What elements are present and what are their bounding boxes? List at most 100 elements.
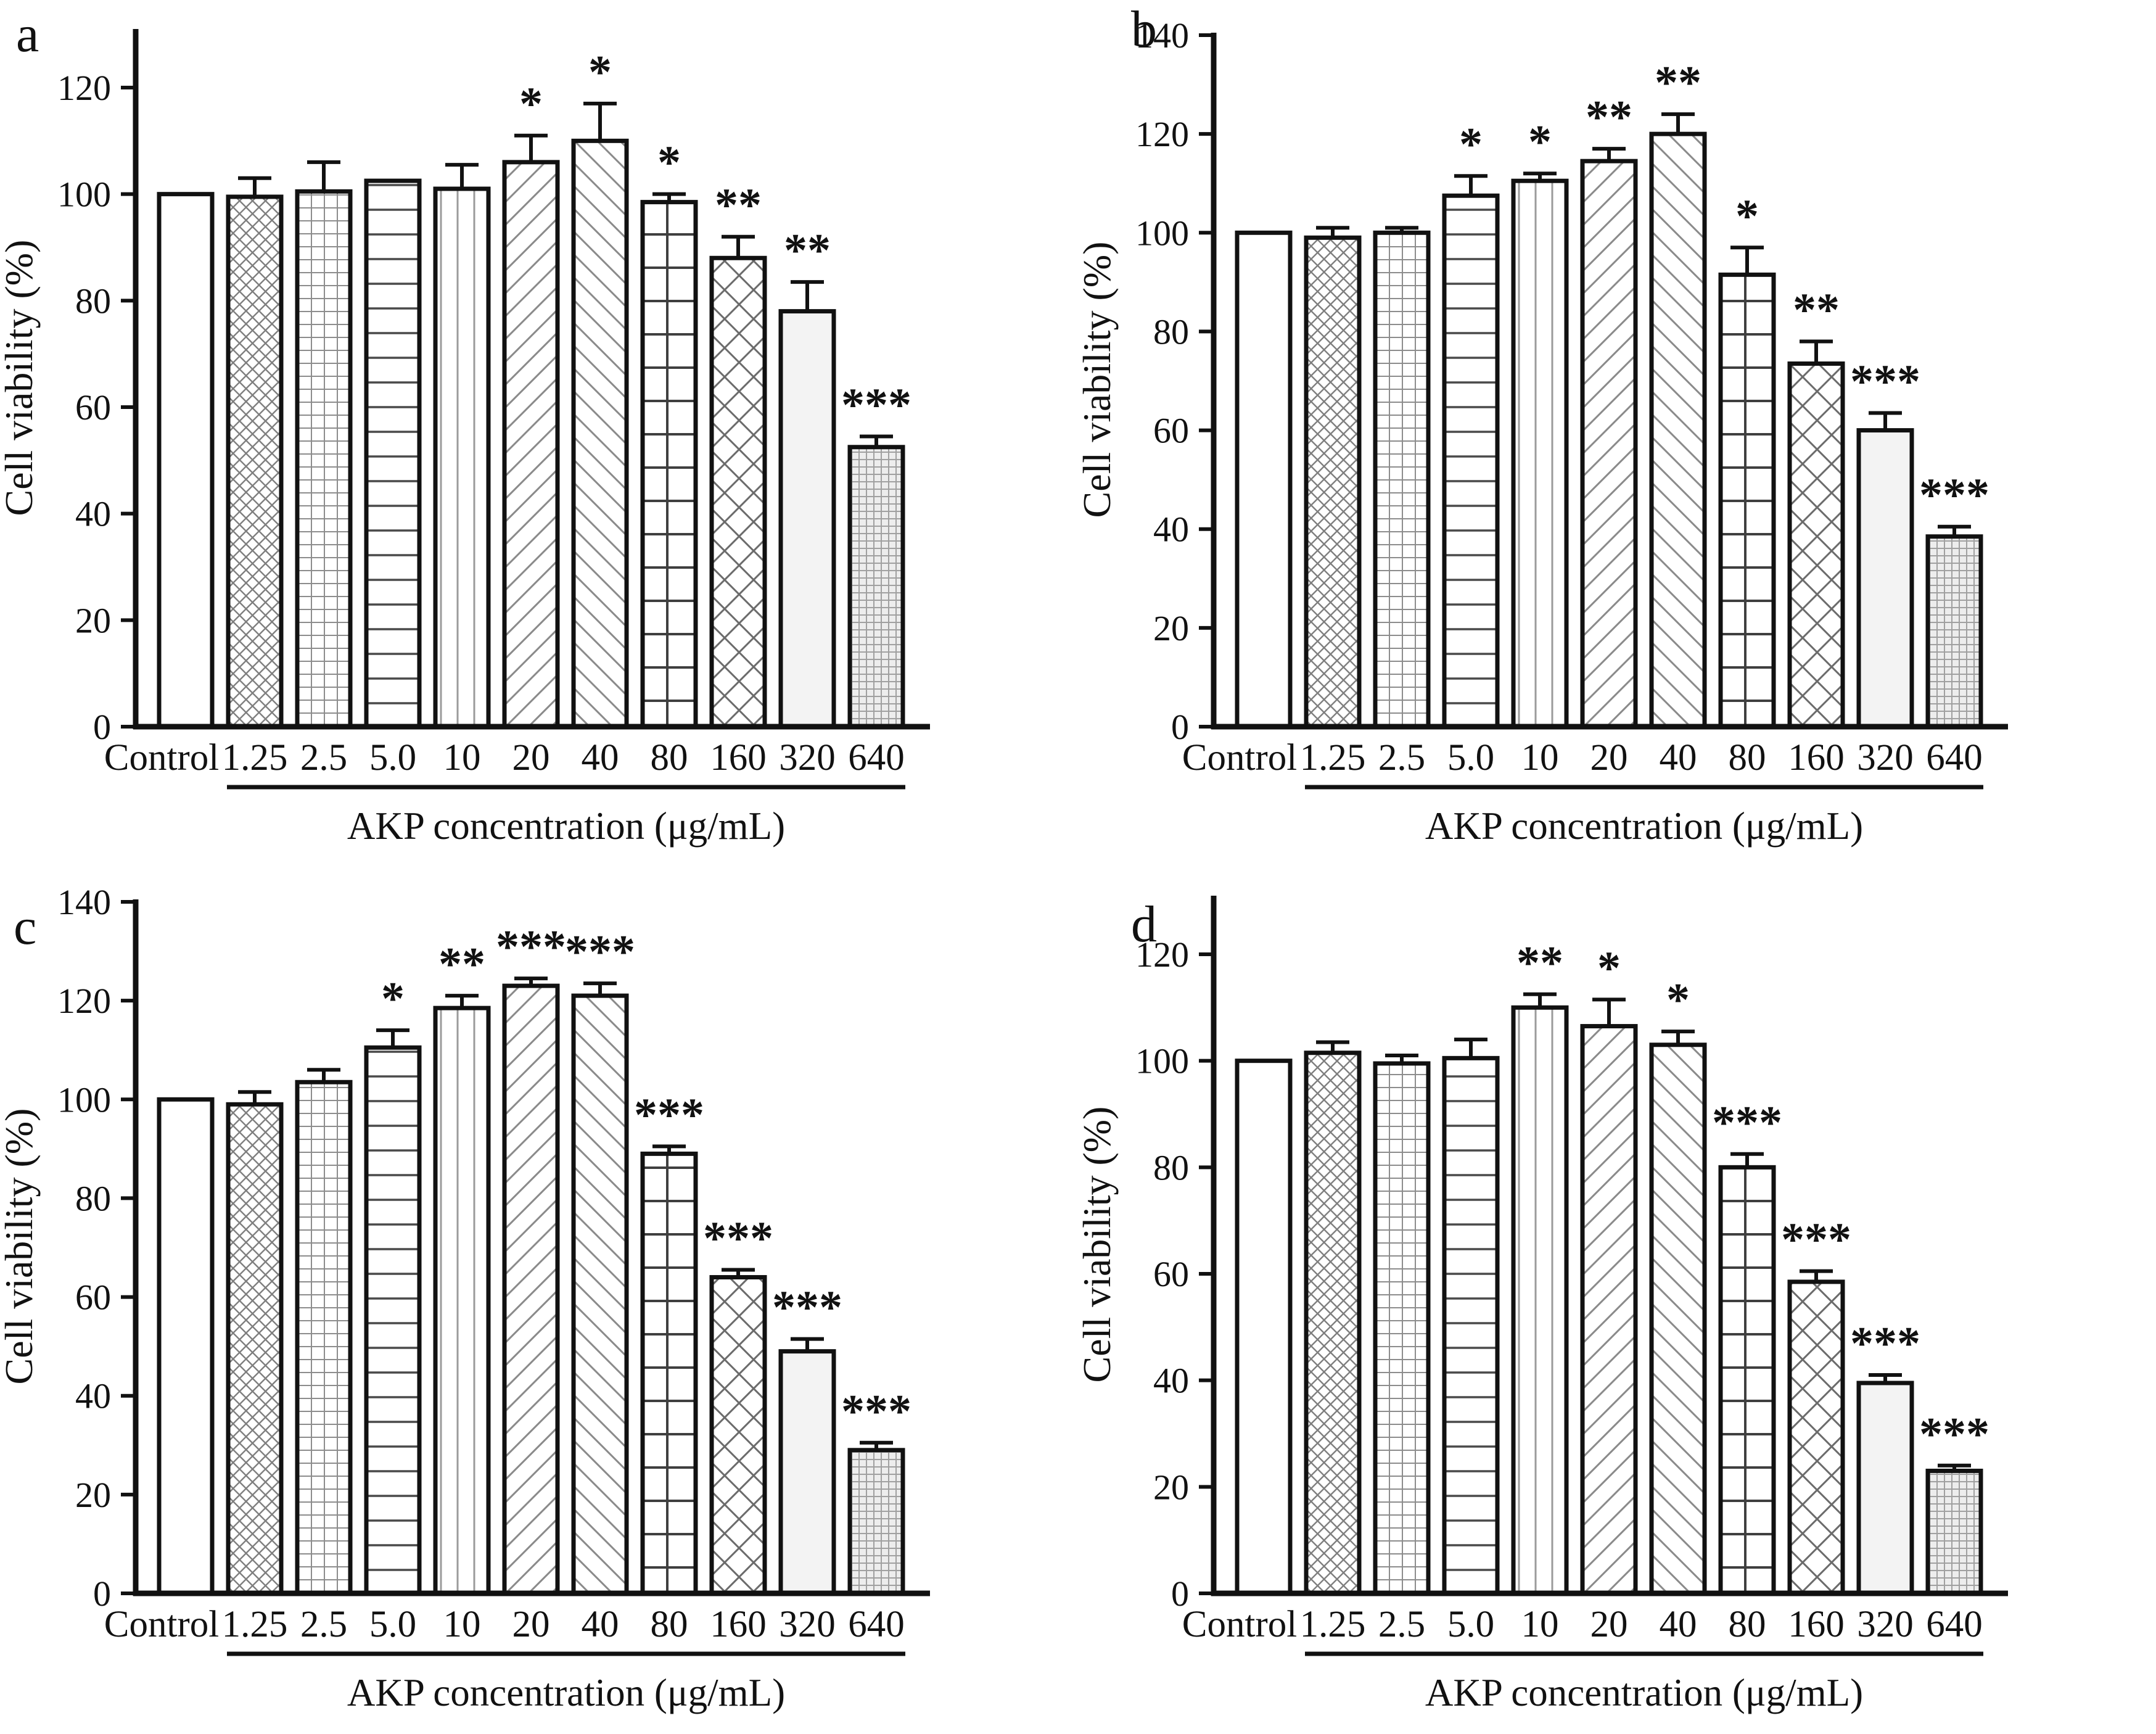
x-label-40: 40 — [582, 737, 619, 778]
x-label-10: 10 — [1521, 737, 1559, 778]
significance-640: *** — [841, 1385, 911, 1437]
x-label-40: 40 — [1660, 1604, 1697, 1645]
bar-80 — [1718, 272, 1776, 729]
x-label-320: 320 — [779, 1604, 836, 1645]
y-tick-label-60: 60 — [75, 387, 111, 427]
panel-d: d ** * * *** *** *** *** 0 20 40 60 80 100 120 Control… — [1078, 867, 2156, 1733]
significance-640: *** — [841, 379, 911, 431]
panel-letter-a: a — [16, 6, 39, 63]
bar-10 — [1511, 178, 1569, 729]
bar-5.0 — [1442, 193, 1500, 729]
y-tick-label-20: 20 — [1153, 1467, 1189, 1507]
significance-320: ** — [784, 225, 831, 276]
bar-20 — [1580, 159, 1638, 729]
significance-20: ** — [1586, 91, 1632, 143]
significance-10: * — [1528, 116, 1552, 168]
y-axis-title: Cell viability (%) — [1078, 242, 1119, 518]
bar-Control — [157, 192, 215, 729]
x-label-10: 10 — [443, 737, 481, 778]
x-label-2.5: 2.5 — [300, 1604, 347, 1645]
y-tick-label-100: 100 — [1135, 1041, 1189, 1081]
y-tick-label-20: 20 — [1153, 608, 1189, 648]
y-tick-label-120: 120 — [1135, 935, 1189, 975]
x-label-20: 20 — [512, 737, 550, 778]
significance-5.0: * — [1459, 118, 1483, 170]
bar-160 — [709, 255, 767, 729]
x-label-Control: Control — [104, 737, 219, 778]
x-label-20: 20 — [1590, 1604, 1628, 1645]
y-tick-label-40: 40 — [1153, 510, 1189, 550]
y-tick-label-80: 80 — [75, 1178, 111, 1218]
y-tick-label-60: 60 — [1153, 1254, 1189, 1294]
x-label-1.25: 1.25 — [222, 1604, 288, 1645]
x-label-40: 40 — [1660, 737, 1697, 778]
x-label-10: 10 — [443, 1604, 481, 1645]
significance-20: * — [519, 78, 543, 130]
significance-640: *** — [1919, 469, 1989, 521]
y-tick-label-120: 120 — [1135, 114, 1189, 154]
x-label-5.0: 5.0 — [1447, 1604, 1494, 1645]
y-tick-label-80: 80 — [1153, 312, 1189, 352]
y-tick-label-140: 140 — [1135, 15, 1189, 56]
bar-2.5 — [295, 1080, 353, 1596]
significance-80: *** — [1712, 1097, 1782, 1149]
x-label-Control: Control — [1182, 737, 1297, 778]
bar-20 — [502, 160, 560, 729]
x-axis-title: AKP concentration (μg/mL) — [1425, 1671, 1863, 1714]
panel-c: c * ** *** *** *** *** *** *** 0 20 40 60 80 100 120 14… — [0, 867, 1078, 1733]
significance-320: *** — [1850, 356, 1920, 408]
bar-80 — [640, 200, 698, 729]
panel-letter-b: b — [1131, 1, 1157, 58]
bar-10 — [433, 186, 491, 729]
significance-160: ** — [1793, 284, 1840, 336]
y-tick-label-120: 120 — [57, 981, 111, 1021]
y-tick-label-140: 140 — [57, 882, 111, 922]
significance-40: * — [588, 46, 612, 98]
significance-80: * — [657, 137, 681, 189]
bar-2.5 — [1373, 230, 1431, 729]
bar-5.0 — [364, 1045, 422, 1596]
x-label-5.0: 5.0 — [369, 737, 416, 778]
bar-5.0 — [364, 178, 422, 729]
significance-10: ** — [438, 938, 485, 990]
bar-640 — [847, 445, 905, 729]
x-label-2.5: 2.5 — [1378, 737, 1425, 778]
bar-80 — [1718, 1165, 1776, 1596]
panel-letter-c: c — [14, 898, 37, 956]
bar-640 — [1925, 534, 1983, 729]
significance-160: *** — [1781, 1214, 1851, 1266]
y-tick-label-80: 80 — [75, 281, 111, 321]
significance-320: *** — [1850, 1318, 1920, 1369]
x-label-640: 640 — [1926, 737, 1983, 778]
panel-a: a * * * ** ** *** 0 20 40 60 80 100 120 Control 1.25 2.… — [0, 0, 1078, 867]
x-label-160: 160 — [710, 1604, 767, 1645]
x-label-5.0: 5.0 — [369, 1604, 416, 1645]
bar-320 — [1856, 428, 1914, 729]
y-tick-label-20: 20 — [75, 1475, 111, 1515]
bar-1.25 — [1304, 1051, 1362, 1596]
x-label-80: 80 — [1729, 737, 1766, 778]
x-label-1.25: 1.25 — [1300, 737, 1366, 778]
significance-5.0: * — [381, 973, 405, 1025]
x-label-160: 160 — [710, 737, 767, 778]
bar-20 — [1580, 1024, 1638, 1596]
x-label-320: 320 — [1857, 737, 1914, 778]
significance-320: *** — [772, 1282, 842, 1334]
y-tick-label-40: 40 — [1153, 1361, 1189, 1401]
y-tick-label-40: 40 — [75, 494, 111, 534]
bar-40 — [1649, 1042, 1707, 1596]
x-label-Control: Control — [104, 1604, 219, 1645]
y-tick-label-0: 0 — [93, 707, 111, 747]
y-tick-label-0: 0 — [1171, 707, 1189, 747]
bar-40 — [571, 993, 629, 1596]
chart-canvas-b: * * *************020406080100120140Control… — [1078, 15, 2008, 848]
y-tick-label-60: 60 — [75, 1278, 111, 1318]
bar-2.5 — [295, 189, 353, 729]
bar-1.25 — [1304, 235, 1362, 729]
significance-160: ** — [715, 180, 762, 231]
x-label-5.0: 5.0 — [1447, 737, 1494, 778]
bar-320 — [1856, 1381, 1914, 1596]
x-label-1.25: 1.25 — [1300, 1604, 1366, 1645]
bar-160 — [709, 1275, 767, 1596]
chart-canvas-c: *** ******************020406080100120140C… — [0, 882, 930, 1714]
